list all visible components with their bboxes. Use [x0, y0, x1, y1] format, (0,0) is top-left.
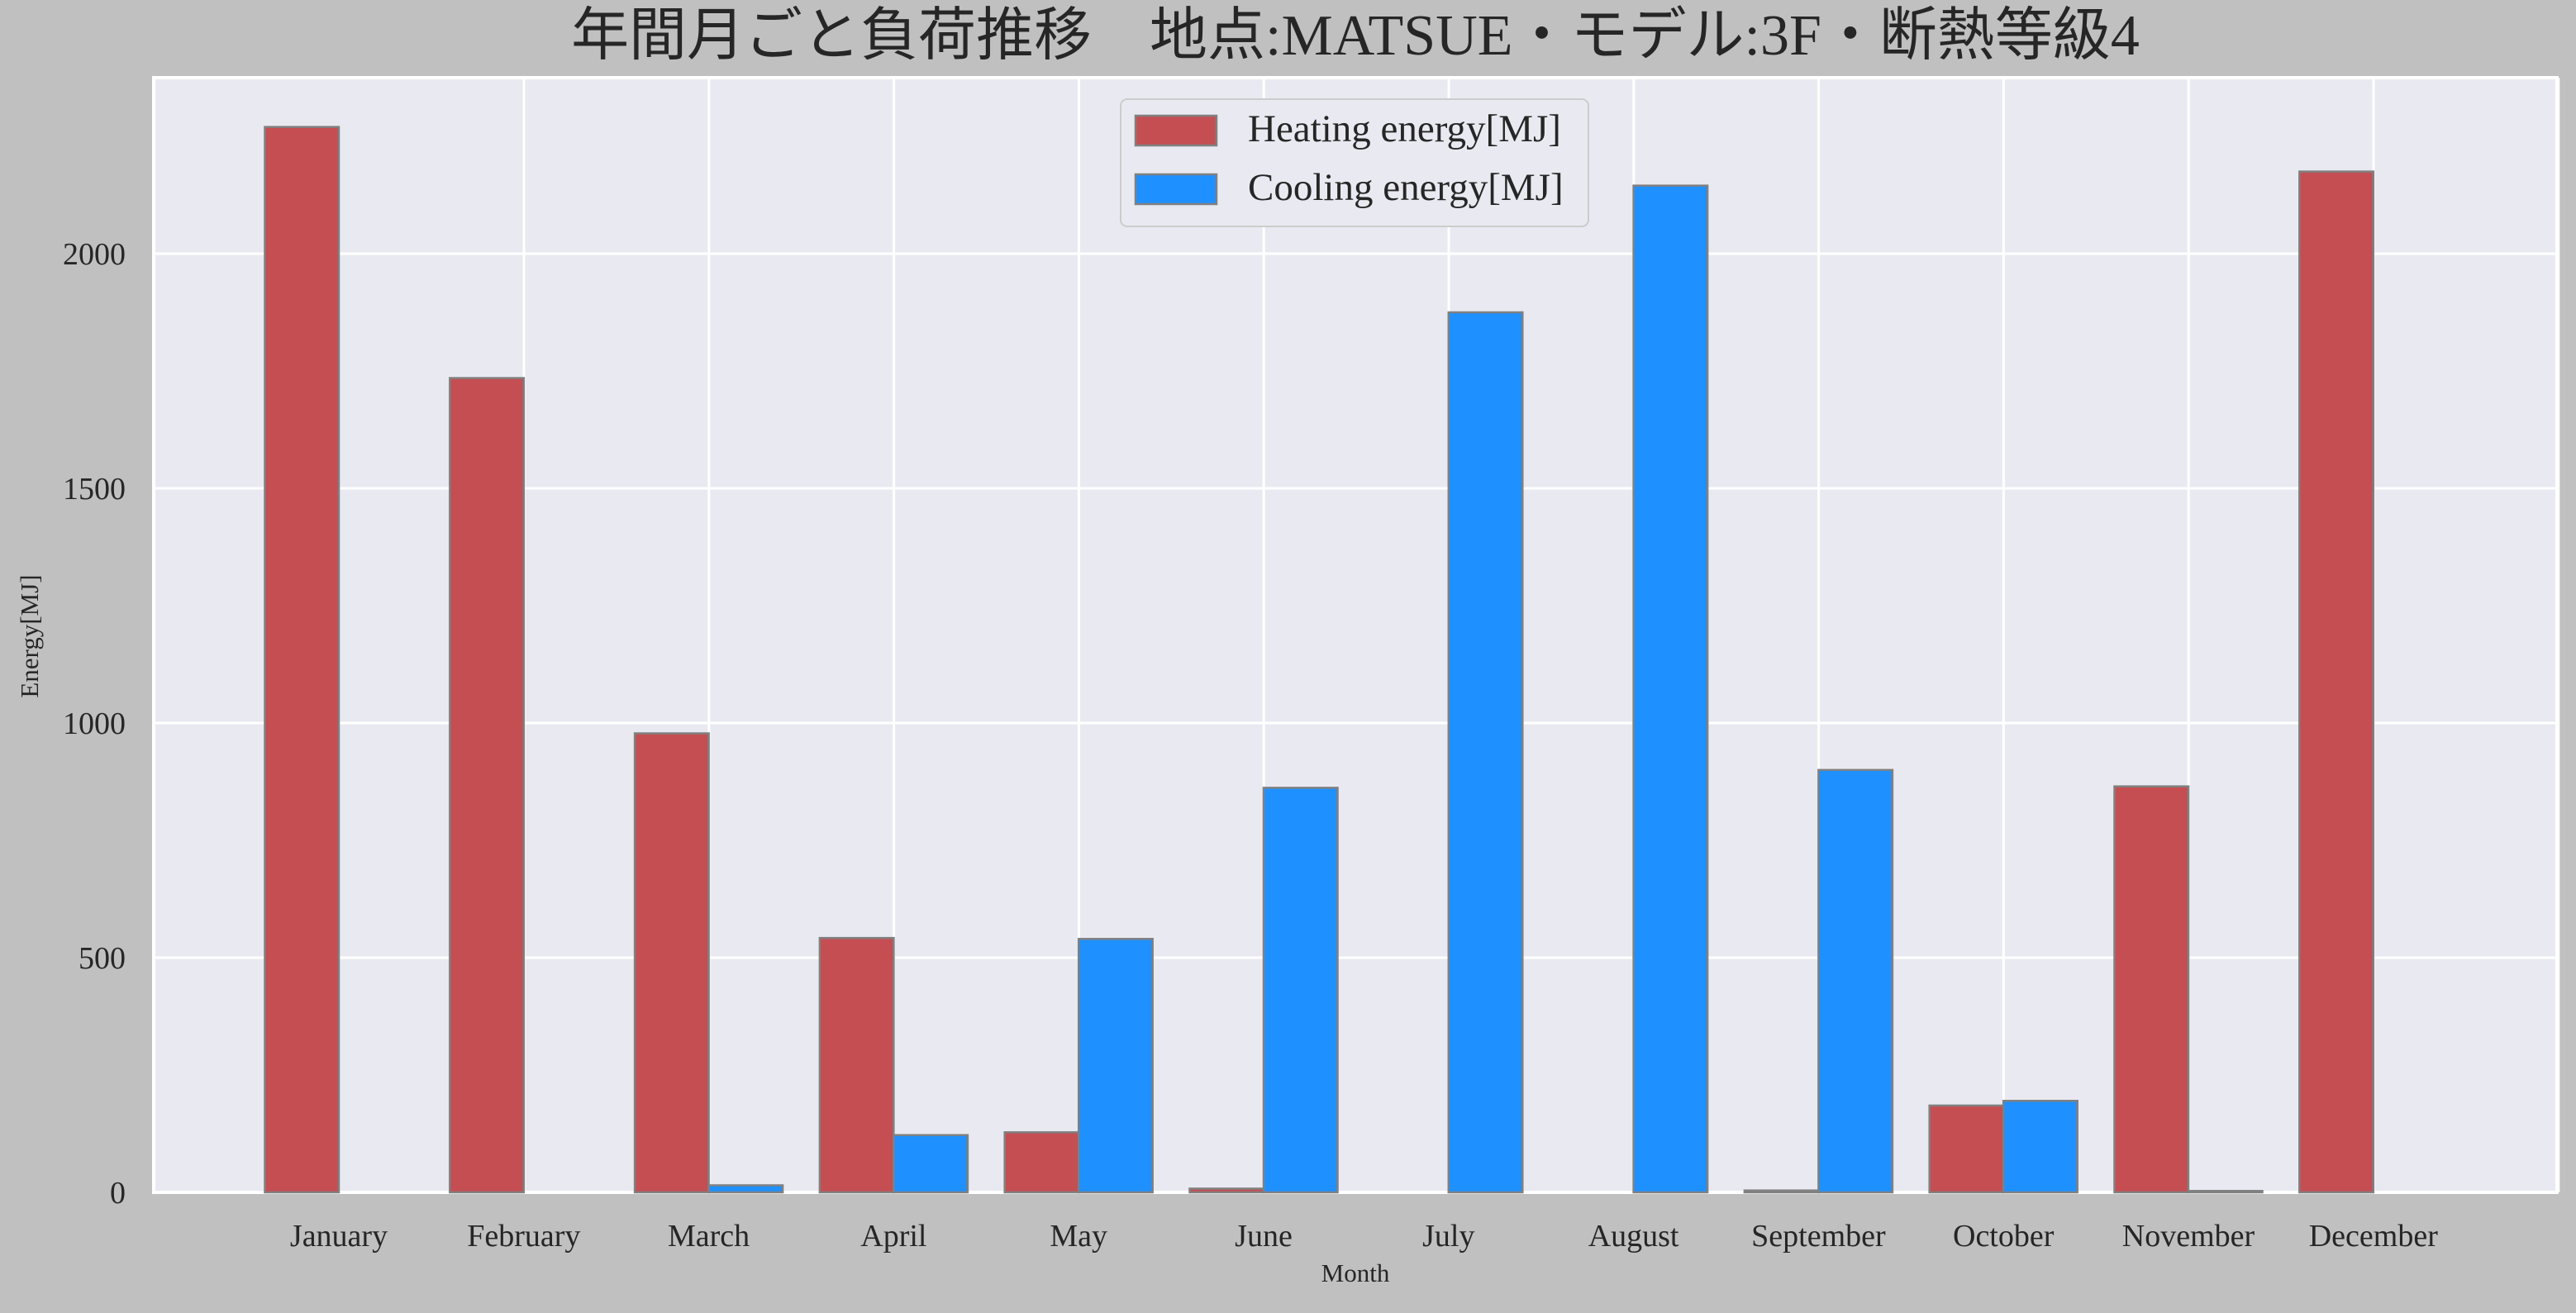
y-axis-label: Energy[MJ]: [15, 574, 44, 697]
x-tick-label: January: [290, 1219, 388, 1254]
cooling-bar-may: [1077, 938, 1154, 1194]
legend-swatch: [1134, 114, 1218, 147]
cooling-bar-november: [2187, 1190, 2264, 1194]
heating-bar-november: [2113, 785, 2190, 1194]
cooling-bar-june: [1262, 787, 1339, 1194]
cooling-bar-october: [2002, 1099, 2078, 1194]
x-tick-label: September: [1751, 1219, 1886, 1254]
x-tick-label: May: [1050, 1219, 1107, 1254]
x-tick-label: March: [668, 1219, 750, 1254]
cooling-bar-july: [1447, 311, 1524, 1194]
heating-bar-january: [264, 126, 340, 1194]
cooling-bar-september: [1817, 768, 1894, 1194]
bars: [264, 126, 2375, 1194]
cooling-bar-march: [707, 1184, 784, 1194]
x-tick-label: November: [2122, 1219, 2255, 1254]
y-tick-label: 1500: [63, 472, 126, 507]
x-tick-label: July: [1422, 1219, 1474, 1254]
x-tick-label: April: [860, 1219, 926, 1254]
heating-bar-june: [1188, 1187, 1265, 1194]
legend-frame: [1120, 98, 1589, 227]
legend: Heating energy[MJ] Cooling energy[MJ]: [1120, 98, 1589, 227]
heating-bar-march: [633, 732, 710, 1194]
x-tick-label: August: [1588, 1219, 1679, 1254]
x-tick-label: October: [1953, 1219, 2055, 1254]
heating-bar-may: [1003, 1131, 1080, 1194]
legend-label: Heating energy[MJ]: [1248, 107, 1561, 150]
y-tick-label: 500: [79, 941, 126, 976]
cooling-bar-august: [1632, 184, 1709, 1194]
cooling-bar-april: [893, 1134, 969, 1194]
heating-bar-april: [818, 936, 895, 1194]
y-tick-label: 0: [110, 1176, 126, 1211]
heating-bar-september: [1743, 1189, 1820, 1194]
chart-title: 年間月ごと負荷推移 地点:MATSUE・モデル:3F・断熱等級4: [571, 4, 2140, 68]
legend-swatch: [1134, 173, 1218, 206]
x-tick-label: December: [2309, 1219, 2438, 1254]
y-tick-label: 1000: [63, 706, 126, 741]
x-tick-label: February: [467, 1219, 580, 1254]
x-axis-label: Month: [1321, 1258, 1390, 1287]
y-tick-label: 2000: [63, 237, 126, 272]
x-tick-label: June: [1235, 1219, 1293, 1254]
heating-bar-october: [1928, 1104, 2005, 1194]
heating-bar-december: [2298, 170, 2375, 1194]
legend-label: Cooling energy[MJ]: [1248, 166, 1564, 209]
heating-bar-february: [449, 377, 526, 1194]
